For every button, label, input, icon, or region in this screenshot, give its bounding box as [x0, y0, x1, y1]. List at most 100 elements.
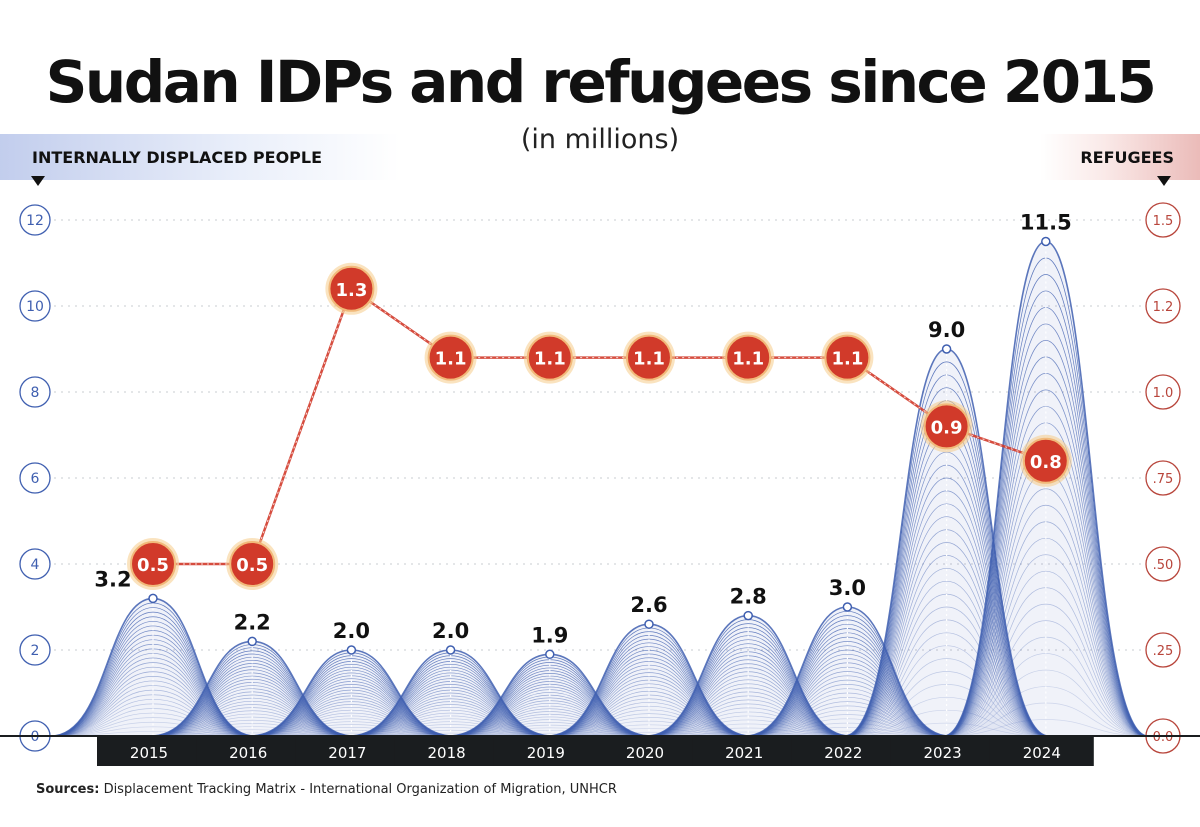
refugee-value-label: 1.1 [534, 349, 566, 370]
sources-text: Displacement Tracking Matrix - Internati… [103, 782, 617, 797]
idp-wave-contour [943, 405, 1148, 737]
idp-wave-contour [943, 620, 1148, 737]
idp-wave-contour [50, 625, 256, 737]
idp-wave-contour [249, 678, 454, 737]
refugee-marker [725, 334, 772, 381]
year-label: 2015 [130, 744, 168, 762]
chart-subtitle: (in millions) [520, 124, 680, 155]
idp-value-label: 11.5 [1020, 211, 1072, 235]
year-label: 2018 [428, 744, 466, 762]
idp-wave-contour [447, 681, 652, 737]
idp-peak-marker [346, 645, 357, 655]
idp-wave-contour [646, 627, 851, 737]
left-axis-tick-marker [19, 290, 51, 322]
idp-wave-contour [249, 712, 454, 737]
idp-wave-contour [249, 663, 454, 737]
idp-wave-contour [249, 704, 454, 737]
idp-value-label: 2.0 [432, 619, 469, 643]
refugee-value-label: 0.9 [931, 417, 963, 438]
idp-peak-marker [941, 344, 952, 354]
idp-wave-contour [943, 570, 1148, 737]
idp-wave-contour [150, 719, 355, 737]
idp-wave-contour [745, 684, 950, 737]
idp-wave-contour [249, 718, 454, 737]
idp-wave-contour [844, 580, 1049, 737]
idp-wave-contour [447, 702, 652, 737]
idp-wave-contour [646, 659, 851, 737]
idp-wave-contour [249, 698, 454, 737]
idp-wave-contour [50, 721, 256, 737]
year-label-bg [394, 737, 499, 766]
idp-wave-contour [50, 680, 256, 737]
idp-wave-contour [447, 711, 652, 737]
idp-wave-contour [646, 679, 851, 737]
idp-wave-contour [646, 663, 851, 737]
idp-wave-contour [348, 704, 553, 737]
left-axis-tick-label: 8 [31, 385, 40, 401]
idp-wave-contour [745, 653, 950, 737]
idp-wave-contour [844, 516, 1049, 737]
year-label-bg [593, 737, 697, 766]
idp-value-label: 3.0 [829, 576, 866, 600]
refugee-value-label: 1.1 [435, 349, 467, 370]
year-label: 2024 [1023, 744, 1061, 762]
refugee-marker [328, 265, 375, 312]
idp-wave-contour [844, 606, 1049, 737]
idp-wave-contour [447, 692, 652, 737]
idp-wave-contour [844, 722, 1049, 737]
idp-wave-contour [249, 706, 454, 737]
right-axis-tick-label: 1.2 [1153, 300, 1174, 315]
sources-note: Sources: Displacement Tracking Matrix - … [36, 782, 617, 797]
idp-wave-contour [249, 672, 454, 737]
idp-wave-contour [50, 671, 256, 737]
year-label: 2023 [924, 744, 962, 762]
idp-wave-contour [447, 713, 652, 737]
idp-value-label: 2.8 [730, 585, 767, 609]
idp-wave-contour [150, 650, 355, 737]
refugee-value-label: 0.8 [1030, 452, 1062, 473]
refugee-value-label: 1.1 [633, 349, 665, 370]
idp-wave-contour [844, 567, 1049, 737]
idp-wave-contour [546, 646, 752, 737]
refugee-marker [130, 541, 176, 587]
idp-wave-contour [745, 619, 950, 737]
idp-value-label: 3.2 [94, 567, 131, 591]
idp-wave-contour [348, 712, 553, 737]
idp-peak-marker [743, 610, 753, 621]
idp-wave-contour [546, 702, 752, 737]
idp-wave-contour [745, 671, 950, 737]
idp-value-label: 9.0 [928, 318, 965, 342]
left-axis-tick-label: 10 [26, 299, 44, 315]
idp-wave-contour [150, 729, 355, 737]
idp-wave-contour [844, 658, 1049, 737]
idp-wave-contour [150, 713, 355, 737]
idp-wave-2023 [844, 348, 1049, 737]
idp-wave-contour [150, 685, 355, 737]
year-label: 2020 [626, 744, 664, 762]
idp-wave-contour [348, 724, 553, 737]
idp-wave-contour [646, 639, 851, 737]
refugee-marker [229, 541, 276, 587]
idp-wave-contour [546, 728, 752, 737]
idp-wave-contour [646, 727, 851, 737]
idp-wave-contour [50, 611, 256, 737]
idp-wave-contour [447, 716, 652, 737]
idp-wave-contour [50, 616, 256, 737]
left-axis-title: INTERNALLY DISPLACED PEOPLE [32, 147, 323, 167]
idp-wave-contour [150, 669, 355, 737]
idp-wave-contour [348, 698, 553, 737]
year-label-bg [196, 737, 301, 766]
idp-wave-contour [844, 477, 1049, 737]
idp-wave-contour [546, 717, 752, 737]
idp-wave-contour [844, 542, 1049, 737]
idp-wave-contour [150, 678, 355, 737]
right-axis-tick-marker [1145, 202, 1181, 238]
year-label-bg [989, 737, 1094, 766]
idp-wave-contour [745, 641, 950, 737]
year-label: 2017 [328, 744, 366, 762]
idp-wave-contour [50, 666, 256, 737]
right-axis-tick-label: 1.0 [1153, 386, 1174, 401]
right-axis-title: REFUGEES [1080, 147, 1174, 167]
idp-wave-contour [50, 620, 256, 737]
year-label-bg [493, 737, 598, 766]
